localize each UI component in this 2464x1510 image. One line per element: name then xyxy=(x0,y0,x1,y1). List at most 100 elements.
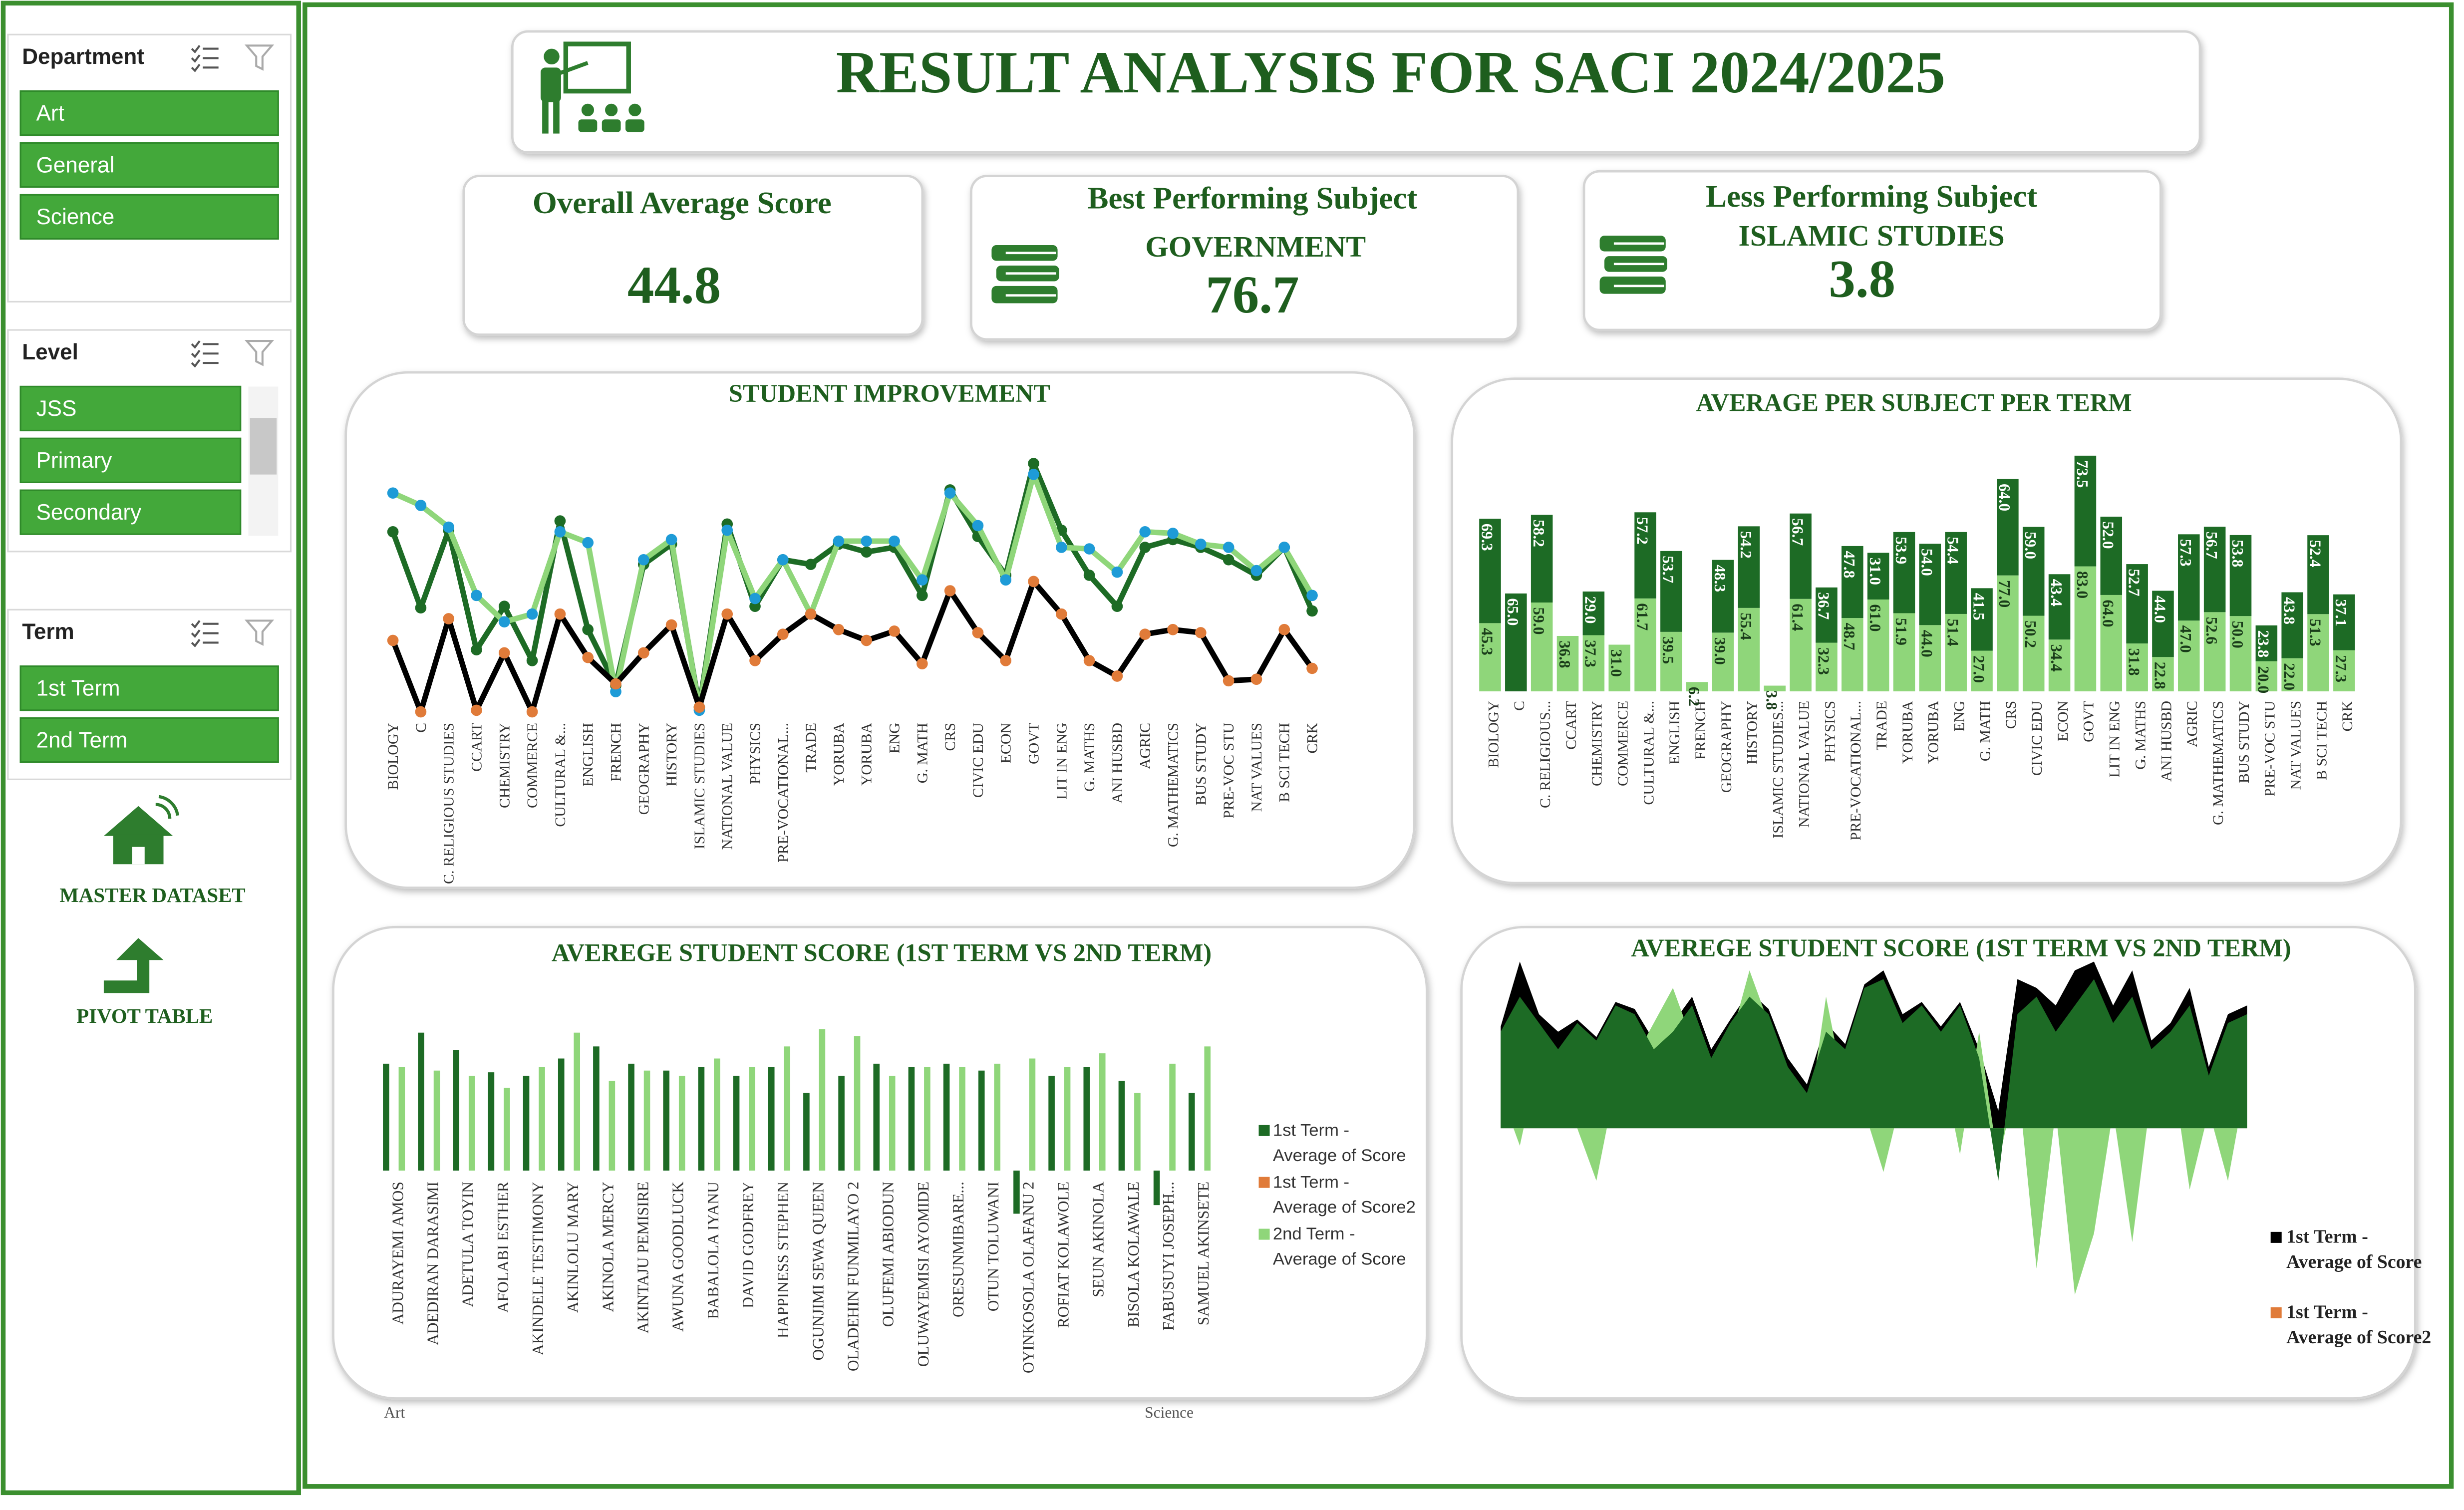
x-tick-label: CCART xyxy=(1563,701,1579,750)
bar-segment xyxy=(1867,553,1889,600)
clear-filter-icon[interactable] xyxy=(244,619,275,646)
data-label: 39.5 xyxy=(1659,636,1677,664)
nav-link[interactable]: MASTER DATASET xyxy=(59,884,245,906)
data-label: 65.0 xyxy=(1504,598,1522,625)
marker xyxy=(526,608,538,620)
marker xyxy=(554,608,566,620)
marker xyxy=(972,627,984,638)
slicer-button[interactable] xyxy=(19,437,242,483)
bar-segment xyxy=(2203,527,2226,612)
slicer-button[interactable] xyxy=(19,90,279,136)
nav-link[interactable]: PIVOT TABLE xyxy=(76,1005,213,1027)
slicer-button[interactable] xyxy=(19,142,279,188)
bar xyxy=(523,1076,530,1171)
scroll-thumb[interactable] xyxy=(250,418,277,475)
marker xyxy=(777,628,789,640)
data-label: 32.3 xyxy=(1815,647,1832,675)
bar-segment xyxy=(1919,625,1941,692)
slicer-button[interactable] xyxy=(19,489,242,535)
data-label: 44.0 xyxy=(1918,630,1936,657)
icon-check xyxy=(191,54,201,63)
x-tick-label: G. MATHS xyxy=(2132,701,2149,770)
x-tick-label: G. MATHS xyxy=(1081,723,1098,792)
slicer-item[interactable]: 1st Term xyxy=(36,676,120,701)
bar-segment xyxy=(1738,526,1760,608)
bar-segment xyxy=(1505,593,1527,692)
marker xyxy=(1195,627,1207,638)
bar-segment xyxy=(1842,546,1863,618)
marker xyxy=(833,535,845,547)
bar-segment xyxy=(2022,615,2045,692)
data-label: 56.7 xyxy=(2203,532,2220,559)
x-tick-label: CIVIC EDU xyxy=(2029,701,2045,776)
bar xyxy=(889,1076,896,1171)
data-label: 27.3 xyxy=(2332,655,2350,682)
bar xyxy=(574,1032,581,1171)
slicer-item[interactable]: Art xyxy=(36,101,64,125)
x-tick-label: BABALOLA IYANU xyxy=(704,1182,722,1319)
bar-segment xyxy=(1790,599,1812,692)
slicer-item[interactable]: Science xyxy=(36,205,115,229)
bar-segment xyxy=(1867,599,1889,692)
marker xyxy=(693,701,705,713)
data-label: 50.0 xyxy=(2229,621,2246,648)
data-label: 29.0 xyxy=(1582,596,1599,623)
bar xyxy=(749,1067,755,1171)
data-label: 20.0 xyxy=(2255,666,2272,693)
slicer-item[interactable]: Primary xyxy=(36,448,112,473)
data-label: 54.2 xyxy=(1737,531,1755,559)
bar xyxy=(383,1063,389,1171)
multi-select-icon[interactable] xyxy=(191,620,219,647)
slicer-item[interactable]: Secondary xyxy=(36,500,142,525)
bar-segment xyxy=(1582,591,1605,635)
icon-check xyxy=(191,45,201,53)
home-icon[interactable] xyxy=(103,795,179,865)
bar xyxy=(698,1067,705,1171)
slicer-item[interactable]: General xyxy=(36,153,115,177)
x-tick-label: OLUWAYEMISI AYOMIDE xyxy=(915,1182,932,1367)
kpi-value: 44.8 xyxy=(627,256,721,315)
bar-segment xyxy=(1531,603,1553,692)
x-tick-label: SEUN AKINOLA xyxy=(1090,1182,1107,1297)
slicer-button[interactable] xyxy=(19,665,279,711)
data-label: 31.0 xyxy=(1866,558,1884,585)
x-tick-label: DAVID GODFREY xyxy=(739,1182,757,1308)
slicer-button[interactable] xyxy=(19,194,279,240)
bar-segment xyxy=(2255,661,2278,692)
x-tick-label: TRADE xyxy=(1873,701,1890,751)
legend-label: 1st Term - Average of Score xyxy=(2286,1226,2422,1272)
multi-select-icon[interactable] xyxy=(191,340,219,368)
clear-filter-icon[interactable] xyxy=(244,44,275,71)
x-tick-label: G. MATHEMATICS xyxy=(2210,701,2226,825)
kpi-title: Less Performing Subject xyxy=(1706,179,2037,214)
marker xyxy=(944,487,956,499)
x-tick-label: GEOGRAPHY xyxy=(635,723,652,815)
marker xyxy=(861,535,873,547)
marker xyxy=(1250,673,1262,685)
data-label: 77.0 xyxy=(1996,580,2013,607)
x-tick-label: LIT IN ENG xyxy=(1053,723,1070,800)
x-tick-label: C xyxy=(1511,701,1528,711)
marker xyxy=(387,634,399,646)
bar xyxy=(924,1067,930,1171)
x-tick-label: PHYSICS xyxy=(747,723,764,784)
bar xyxy=(609,1081,616,1171)
clear-filter-icon[interactable] xyxy=(244,340,275,366)
data-label: 51.3 xyxy=(2306,619,2324,646)
slicer-item[interactable]: 2nd Term xyxy=(36,728,128,752)
slicer-button[interactable] xyxy=(19,717,279,763)
multi-select-icon[interactable] xyxy=(191,45,219,72)
chart-title: AVERAGE PER SUBJECT PER TERM xyxy=(1696,389,2132,417)
marker xyxy=(498,616,510,628)
slicer-item[interactable]: JSS xyxy=(36,396,77,421)
slicer-button[interactable] xyxy=(19,385,242,432)
bar xyxy=(643,1070,650,1171)
legend-label: 2nd Term - Average of Score xyxy=(1273,1224,1406,1268)
bar xyxy=(838,1076,845,1171)
x-tick-label: CCART xyxy=(469,723,485,772)
bar-segment xyxy=(1582,635,1605,692)
kpi-card xyxy=(970,175,1520,341)
x-tick-label: COMMERCE xyxy=(1615,701,1631,786)
bar xyxy=(558,1058,565,1171)
pivot-icon[interactable] xyxy=(103,938,164,993)
